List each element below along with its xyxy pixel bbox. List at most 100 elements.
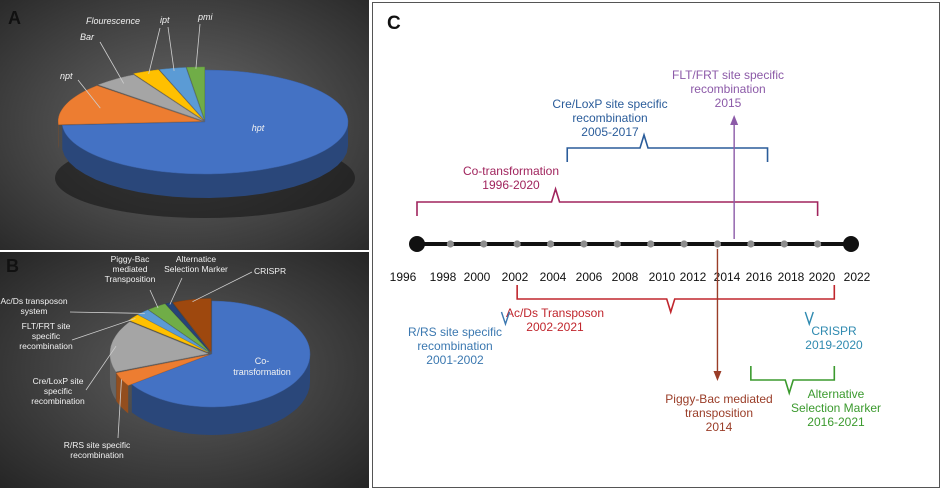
pie-a-leader-3 xyxy=(148,27,161,74)
pie-a-slice-2 xyxy=(97,74,203,121)
event-rrs-marker xyxy=(500,311,511,327)
event-cotransformation-label: Co-transformation 1996-2020 xyxy=(463,164,559,192)
pie-b-labels: Co-transformation R/RS site specific recom… xyxy=(0,254,290,460)
timeline-start-cap xyxy=(409,236,425,252)
pie-a-slice-side-0 xyxy=(62,122,349,198)
timeline-end-cap xyxy=(843,236,859,252)
pie-b-label-4: Ac/Ds transposon system xyxy=(0,296,67,316)
timeline-tick-label: 2000 xyxy=(464,270,491,284)
timeline-tick-dot xyxy=(747,240,755,248)
pie-a-label-0: hpt xyxy=(252,123,265,133)
pie-a-label-1: npt xyxy=(60,71,73,81)
timeline-tick-label: 2022 xyxy=(844,270,871,284)
pie-b-leader-3 xyxy=(71,318,136,341)
pie-a-leader-4 xyxy=(167,26,175,71)
pie-a-label-2: Bar xyxy=(80,32,95,42)
event-acds-label: Ac/Ds Transposon 2002-2021 xyxy=(506,306,604,334)
timeline-tick-dot xyxy=(613,240,621,248)
pie-b-leader-5 xyxy=(149,289,159,309)
timeline-events: Co-transformation 1996-2020 Cre/LoxP site … xyxy=(408,68,881,434)
timeline-tick-dot xyxy=(480,240,488,248)
pie-a-label-5: pmi xyxy=(197,12,214,22)
timeline-axis: 1996 1998 2000 2002 2004 2006 2008 2010 2012 2014… xyxy=(390,236,871,284)
pie-b-leader-4 xyxy=(69,311,145,314)
timeline-tick-dot xyxy=(580,240,588,248)
event-cotransformation-bracket xyxy=(416,186,819,216)
event-altselection-label: Alternative Selection Marker 2016-2021 xyxy=(791,387,881,429)
timeline-panel: C 1996 1998 2000 2002 2004 2006 2008 2010 2012 20… xyxy=(372,2,940,488)
timeline-tick-label: 1996 xyxy=(390,270,417,284)
pie-b-label-6: Alternatice Selection Marker xyxy=(164,254,228,274)
pie-b-leader-2 xyxy=(85,345,117,391)
pie-b-slice-7 xyxy=(172,298,212,353)
pie-a-slice-3 xyxy=(133,69,203,120)
pie-chart-b-panel: Co-transformation R/RS site specific recom… xyxy=(0,252,369,488)
pie-a-label-4: ipt xyxy=(160,15,170,25)
timeline-tick-dot xyxy=(513,240,521,248)
timeline-tick-label: 2016 xyxy=(746,270,773,284)
pie-a-slice-4 xyxy=(158,67,204,120)
pie-b-label-2: Cre/LoxP site specific recombination xyxy=(31,376,85,406)
timeline-tick-dot xyxy=(780,240,788,248)
timeline-tick-label: 2010 xyxy=(649,270,676,284)
event-creloxp-label: Cre/LoxP site specific recombination 2005-… xyxy=(552,97,667,139)
timeline-tick-dot xyxy=(647,240,655,248)
timeline-tick-label: 1998 xyxy=(430,270,457,284)
pie-b-slice-0 xyxy=(131,300,311,408)
pie-a-slice-5 xyxy=(186,66,205,120)
pie-b-slices xyxy=(109,298,311,435)
pie-chart-a-panel: hpt npt Bar Flourescence ipt pmi A xyxy=(0,0,369,250)
pie-b-slice-side-2 xyxy=(110,353,116,400)
pie-b-leader-6 xyxy=(169,277,183,305)
pie-b-slice-5 xyxy=(148,303,209,352)
pie-a-leader-2 xyxy=(99,41,125,84)
event-acds-bracket xyxy=(516,285,836,315)
pie-chart-b: Co-transformation R/RS site specific recom… xyxy=(0,252,369,488)
timeline-tick-label: 2002 xyxy=(502,270,529,284)
event-creloxp-bracket xyxy=(566,132,769,162)
pie-b-slice-3 xyxy=(128,314,208,353)
pie-b-label-5: Piggy-Bac mediated Transposition xyxy=(105,254,156,284)
event-crispr-marker xyxy=(804,311,814,327)
timeline-tick-label: 2020 xyxy=(809,270,836,284)
timeline-tick-dot xyxy=(680,240,688,248)
pie-a-label-3: Flourescence xyxy=(86,16,140,26)
panel-c-letter: C xyxy=(387,13,401,34)
timeline-tick-label: 2006 xyxy=(576,270,603,284)
timeline-tick-label: 2014 xyxy=(714,270,741,284)
pie-b-slice-4 xyxy=(137,309,209,353)
pie-b-slice-side-0 xyxy=(131,354,310,435)
timeline-tick-dot xyxy=(546,240,555,248)
event-crispr-label: CRISPR 2019-2020 xyxy=(805,324,863,352)
pie-a-slices xyxy=(58,66,349,198)
pie-b-leader-7 xyxy=(192,271,253,303)
pie-a-leader-5 xyxy=(195,23,201,69)
timeline-chart: C 1996 1998 2000 2002 2004 2006 2008 2010 2012 20… xyxy=(387,13,881,434)
timeline-tick-label: 2008 xyxy=(612,270,639,284)
pie-b-label-7: CRISPR xyxy=(254,266,286,276)
pie-chart-a: hpt npt Bar Flourescence ipt pmi A xyxy=(0,0,369,250)
event-fltfrt-arrowhead xyxy=(730,115,739,125)
timeline-tick-label: 2018 xyxy=(778,270,805,284)
pie-a-labels: hpt npt Bar Flourescence ipt pmi xyxy=(60,12,265,133)
pie-b-leader-1 xyxy=(117,379,122,439)
pie-a-slice-0 xyxy=(61,69,349,175)
panel-a-letter: A xyxy=(8,8,21,28)
panel-b-letter: B xyxy=(6,256,19,276)
pie-a-leader-1 xyxy=(77,79,101,109)
timeline-tick-label: 2012 xyxy=(680,270,707,284)
pie-b-label-3: FLT/FRT site specific recombination xyxy=(19,321,73,351)
pie-b-label-0: Co-transformation xyxy=(233,356,291,377)
pie-b-slice-2 xyxy=(109,321,209,372)
event-piggybac-label: Piggy-Bac mediated transposition 2014 xyxy=(665,392,772,434)
event-fltfrt-label: FLT/FRT site specific recombination 2015 xyxy=(672,68,784,110)
timeline-tick-dot xyxy=(713,240,722,248)
timeline-tick-label: 2004 xyxy=(540,270,567,284)
pie-b-slice-1 xyxy=(115,354,209,386)
timeline-tick-dot xyxy=(446,240,454,248)
event-altselection-bracket xyxy=(750,366,836,396)
pie-a-slice-1 xyxy=(58,85,202,125)
timeline-tick-dot xyxy=(814,240,822,248)
event-rrs-label: R/RS site specific recombination 2001-2002 xyxy=(408,325,502,367)
event-piggybac-arrowhead xyxy=(713,371,722,381)
